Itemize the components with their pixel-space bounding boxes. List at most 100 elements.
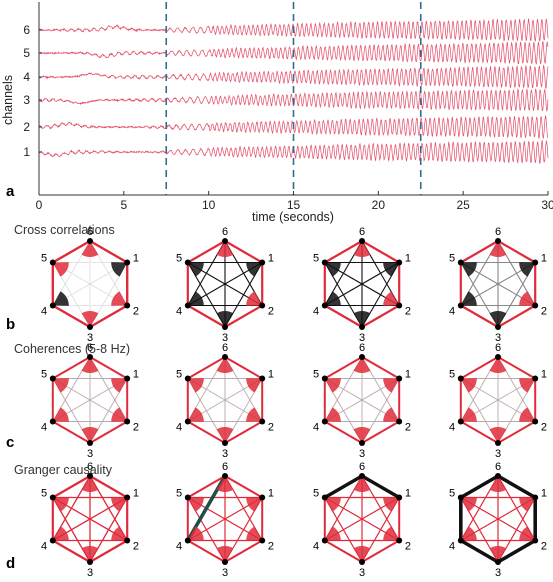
network-edge [187, 539, 226, 563]
x-tick-label: 10 [202, 198, 216, 212]
node-label: 2 [268, 541, 274, 553]
arrowhead-fan [52, 407, 69, 422]
network-node [184, 418, 191, 425]
network-node [49, 537, 56, 544]
arrowhead-fan [187, 497, 204, 512]
node-label: 2 [133, 306, 139, 318]
arrowhead-fan [52, 291, 69, 306]
node-label: 6 [222, 342, 228, 354]
arrowhead-fan [324, 407, 341, 422]
network-edge [324, 304, 363, 328]
network-graph: 1 2 3 4 5 6 [313, 226, 411, 344]
network-graph: 1 2 3 4 5 6 [449, 342, 547, 460]
node-label: 4 [41, 541, 47, 553]
network-node [495, 559, 501, 565]
network-node [259, 418, 266, 425]
network-edge [89, 475, 128, 499]
node-label: 6 [87, 226, 93, 238]
node-label: 1 [268, 253, 274, 265]
node-label: 2 [541, 306, 547, 318]
network-node [396, 375, 403, 382]
node-label: 4 [313, 422, 319, 434]
arrowhead-fan [187, 262, 204, 277]
network-node [184, 302, 191, 309]
arrowhead-fan [353, 357, 371, 373]
arrowhead-fan [489, 476, 507, 492]
arrowhead-fan [111, 526, 128, 541]
network-edge [460, 356, 499, 380]
arrowhead-fan [246, 291, 263, 306]
network-edge [460, 420, 499, 444]
node-label: 3 [495, 332, 501, 344]
arrowhead-fan [519, 407, 536, 422]
network-node [457, 494, 464, 501]
network-node [532, 537, 539, 544]
node-label: 1 [541, 253, 547, 265]
network-node [87, 440, 93, 446]
node-label: 3 [495, 448, 501, 460]
y-tick-label: 6 [23, 23, 30, 37]
network-node [222, 354, 228, 360]
node-label: 5 [449, 253, 455, 265]
network-node [321, 259, 328, 266]
node-label: 1 [133, 253, 139, 265]
arrowhead-fan [489, 546, 507, 562]
node-label: 2 [405, 306, 411, 318]
arrowhead-fan [216, 546, 234, 562]
network-node [457, 302, 464, 309]
arrowhead-fan [489, 427, 507, 443]
network-node [49, 494, 56, 501]
node-label: 4 [449, 422, 455, 434]
network-edge [52, 356, 91, 380]
network-node [87, 559, 93, 565]
epoch-markers [165, 2, 422, 195]
arrowhead-fan [383, 291, 400, 306]
network-edge [497, 420, 536, 444]
arrowhead-fan [111, 497, 128, 512]
node-label: 4 [313, 306, 319, 318]
network-node [396, 494, 403, 501]
network-node [124, 494, 131, 501]
network-edge [323, 474, 363, 499]
arrowhead-fan [52, 378, 69, 393]
x-axis-title: time (seconds) [252, 210, 334, 224]
network-node [495, 354, 501, 360]
network-panels: Cross correlations b 1 2 3 4 5 6 1 2 3 4 5 6 1 2 3 4 5 6 1 2 3… [6, 223, 547, 579]
network-node [222, 440, 228, 446]
network-node [495, 440, 501, 446]
x-ticks: 0 5 10 15 20 25 30 [36, 191, 553, 212]
arrowhead-fan [246, 526, 263, 541]
network-node [532, 302, 539, 309]
network-node [124, 537, 131, 544]
section-title: Cross correlations [14, 223, 115, 237]
network-edge [361, 474, 401, 499]
node-label: 1 [133, 488, 139, 500]
node-label: 4 [176, 422, 182, 434]
network-edge [324, 240, 363, 264]
node-label: 5 [176, 369, 182, 381]
network-node [457, 375, 464, 382]
y-tick-label: 3 [23, 93, 30, 107]
network-node [184, 494, 191, 501]
arrowhead-fan [52, 497, 69, 512]
arrowhead-fan [111, 262, 128, 277]
node-label: 4 [313, 541, 319, 553]
network-node [495, 473, 501, 479]
node-label: 5 [449, 369, 455, 381]
network-edge [187, 475, 226, 499]
node-label: 4 [41, 422, 47, 434]
network-node [259, 375, 266, 382]
network-edge [52, 304, 91, 329]
network-graph: 1 2 3 4 5 6 [176, 342, 274, 460]
panel-label-b: b [6, 316, 15, 333]
panel-label-c: c [6, 434, 14, 451]
network-node [259, 494, 266, 501]
network-edge [460, 304, 499, 328]
node-label: 5 [313, 369, 319, 381]
network-node [87, 473, 93, 479]
y-tick-label: 2 [23, 120, 30, 134]
network-edge [89, 239, 128, 264]
network-edge [52, 239, 91, 264]
arrowhead-fan [353, 427, 371, 443]
node-label: 1 [541, 369, 547, 381]
